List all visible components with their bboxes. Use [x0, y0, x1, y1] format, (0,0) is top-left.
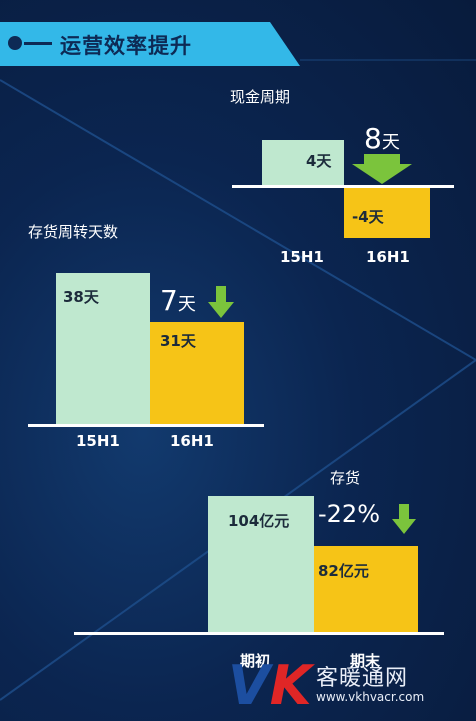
- bullet-icon: [8, 36, 22, 50]
- cash-cycle-change-unit: 天: [381, 132, 400, 153]
- header-dash: [24, 42, 52, 45]
- watermark-logo: VK: [228, 654, 312, 717]
- inventory-value-end: 82亿元: [318, 562, 369, 580]
- watermark-logo-k: K: [269, 654, 312, 717]
- down-arrow-icon: [352, 154, 412, 184]
- down-arrow-icon: [208, 286, 234, 318]
- inventory-baseline: [74, 632, 444, 635]
- inventory-bar-start: [208, 496, 314, 632]
- inventory-value-start: 104亿元: [228, 512, 290, 530]
- cash-cycle-change: 8天: [364, 122, 400, 155]
- cash-cycle-title: 现金周期: [230, 88, 291, 106]
- inventory-days-change-number: 7: [160, 284, 178, 317]
- inventory-days-change: 7天: [160, 284, 196, 317]
- cash-cycle-value-16h1: -4天: [352, 208, 384, 226]
- inventory-days-title: 存货周转天数: [28, 223, 119, 241]
- inventory-days-baseline: [28, 424, 264, 427]
- cash-cycle-bar-15h1: [262, 140, 344, 185]
- cash-cycle-bar-16h1: [344, 188, 430, 238]
- cash-cycle-xlabel-15h1: 15H1: [280, 248, 324, 266]
- cash-cycle-change-number: 8: [364, 122, 382, 155]
- inventory-days-bar-15h1: [56, 273, 150, 424]
- page-title: 运营效率提升: [60, 34, 192, 58]
- inventory-days-bar-16h1: [150, 322, 244, 424]
- down-arrow-icon: [392, 504, 416, 534]
- watermark-url: www.vkhvacr.com: [316, 690, 425, 704]
- inventory-xlabel-end: 期末: [350, 652, 381, 670]
- inventory-days-xlabel-16h1: 16H1: [170, 432, 214, 450]
- inventory-days-change-unit: 天: [177, 294, 196, 315]
- watermark-text: 客暖通网: [316, 666, 409, 691]
- inventory-title: 存货: [330, 469, 361, 487]
- inventory-change: -22%: [318, 500, 381, 528]
- inventory-days-value-16h1: 31天: [160, 332, 196, 350]
- cash-cycle-value-15h1: 4天: [306, 152, 332, 170]
- cash-cycle-xlabel-16h1: 16H1: [366, 248, 410, 266]
- watermark-logo-v: V: [228, 654, 270, 717]
- inventory-bar-end: [314, 546, 418, 632]
- inventory-days-xlabel-15h1: 15H1: [76, 432, 120, 450]
- cash-cycle-baseline: [232, 185, 454, 188]
- inventory-xlabel-start: 期初: [240, 652, 271, 670]
- inventory-days-value-15h1: 38天: [63, 288, 99, 306]
